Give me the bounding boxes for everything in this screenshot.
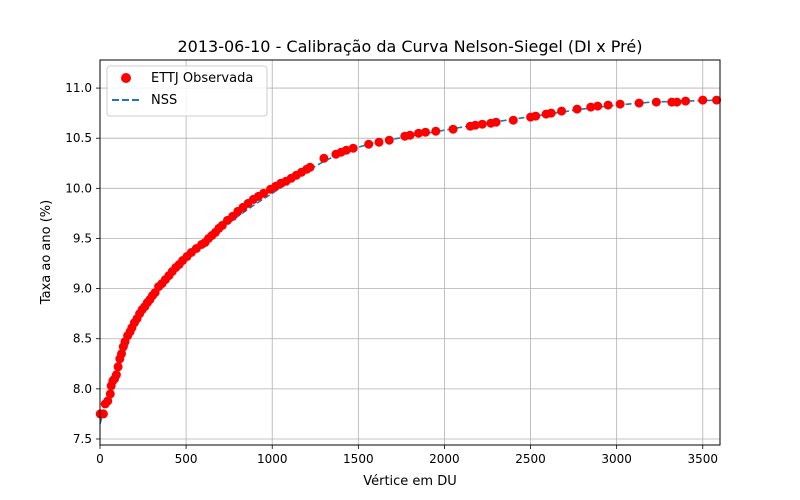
ettj-point: [384, 135, 394, 145]
legend: ETTJ Observada NSS: [106, 65, 268, 117]
ettj-point: [470, 120, 480, 130]
ettj-point: [319, 153, 329, 163]
ettj-point: [98, 409, 108, 419]
y-tick-label: 9.5: [73, 231, 92, 245]
ettj-point: [374, 137, 384, 147]
ettj-point: [111, 370, 121, 380]
legend-label-nss: NSS: [151, 93, 177, 108]
ettj-point: [593, 101, 603, 111]
x-tick-label: 1000: [257, 452, 288, 466]
x-axis-ticks: 0 500 1000 1500 2000 2500 3000 3500: [96, 445, 718, 466]
ettj-point: [364, 139, 374, 149]
ettj-point: [305, 162, 315, 172]
ettj-point: [431, 126, 441, 136]
ettj-point: [421, 127, 430, 137]
ettj-point: [508, 115, 518, 125]
plot-frame: [99, 59, 721, 446]
ettj-point: [672, 97, 682, 107]
ettj-point: [341, 145, 351, 155]
ettj-point: [113, 362, 123, 372]
legend-marker-ettj: [121, 73, 131, 83]
legend-box: [106, 65, 268, 117]
chart-title: 2013-06-10 - Calibração da Curva Nelson-…: [178, 37, 643, 56]
ettj-point: [259, 188, 269, 198]
ettj-point: [546, 108, 556, 118]
x-tick-label: 500: [175, 452, 198, 466]
y-tick-label: 8.0: [73, 382, 92, 396]
x-tick-label: 2500: [515, 452, 546, 466]
ettj-point: [698, 95, 708, 105]
ettj-point: [712, 95, 722, 105]
ettj-point: [405, 130, 415, 140]
ettj-point: [414, 128, 424, 138]
y-tick-label: 11.0: [65, 81, 92, 95]
x-tick-label: 2000: [429, 452, 460, 466]
ettj-point: [572, 104, 582, 114]
y-axis-label: Taxa ao ano (%): [39, 200, 54, 305]
y-tick-label: 7.5: [73, 432, 92, 446]
y-tick-label: 8.5: [73, 332, 92, 346]
x-tick-label: 3000: [601, 452, 632, 466]
ettj-point: [477, 119, 487, 129]
x-axis-label: Vértice em DU: [363, 474, 457, 489]
ettj-point: [586, 102, 596, 112]
y-tick-label: 9.0: [73, 282, 92, 296]
x-tick-label: 3500: [688, 452, 719, 466]
x-tick-label: 0: [96, 452, 104, 466]
ettj-point: [603, 100, 613, 110]
ettj-point: [634, 98, 644, 108]
y-tick-label: 10.5: [65, 131, 92, 145]
x-tick-label: 1500: [343, 452, 374, 466]
legend-label-ettj: ETTJ Observada: [151, 71, 253, 86]
observed-points: [95, 95, 722, 419]
ettj-point: [651, 97, 661, 107]
ettj-point: [615, 99, 625, 109]
ettj-point: [348, 143, 358, 153]
ettj-point: [531, 111, 541, 121]
ettj-point: [103, 396, 113, 406]
ettj-point: [448, 124, 458, 134]
ettj-point: [491, 117, 501, 127]
ettj-point: [105, 389, 115, 399]
ettj-point: [557, 106, 567, 116]
ettj-point: [117, 349, 126, 359]
ettj-point: [681, 96, 691, 106]
y-axis-ticks: 7.5 8.0 8.5 9.0 9.5 10.0 10.5 11.0: [65, 81, 100, 446]
y-tick-label: 10.0: [65, 181, 92, 195]
